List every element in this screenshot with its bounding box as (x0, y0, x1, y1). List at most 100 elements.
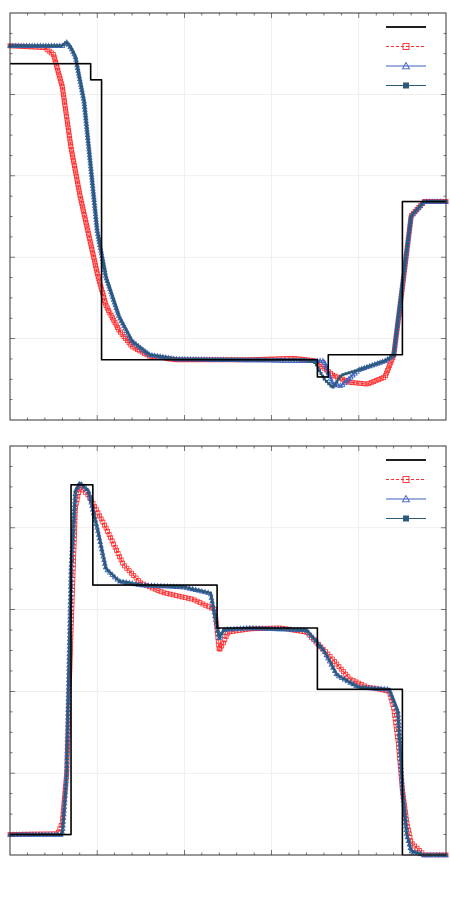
series-series-filled-square (8, 41, 448, 389)
data-point (347, 379, 353, 385)
data-point (84, 118, 88, 122)
data-point (92, 192, 96, 196)
data-point (123, 325, 127, 329)
data-point (329, 384, 333, 388)
data-point (399, 754, 403, 758)
data-point (65, 748, 69, 752)
data-point (85, 124, 89, 128)
data-point (72, 168, 78, 174)
data-point (78, 195, 84, 201)
data-point (70, 155, 76, 160)
data-point (102, 297, 107, 303)
data-point (101, 257, 105, 261)
data-point (73, 494, 77, 498)
data-point (102, 263, 106, 267)
data-point (89, 166, 93, 170)
data-point (405, 243, 409, 247)
data-point (98, 241, 102, 245)
data-point (72, 165, 78, 171)
data-point (73, 503, 77, 507)
data-point (121, 580, 125, 584)
data-point (90, 503, 94, 507)
data-point (233, 627, 237, 631)
data-point (63, 791, 67, 795)
data-point (407, 234, 411, 238)
data-point (82, 214, 88, 220)
data-point (361, 381, 366, 387)
data-point (79, 82, 83, 86)
data-point (97, 536, 101, 540)
data-point (77, 193, 83, 198)
series-line-series-square (9, 486, 446, 856)
data-point (409, 214, 413, 218)
data-point (209, 595, 213, 599)
data-point (87, 238, 93, 244)
data-point (66, 722, 70, 726)
data-point (101, 260, 105, 264)
data-point (341, 373, 345, 377)
data-point (114, 304, 118, 308)
data-point (88, 160, 92, 164)
data-point (85, 131, 89, 135)
data-point (75, 63, 79, 67)
data-point (66, 731, 70, 735)
data-point (111, 317, 117, 323)
data-point (65, 735, 69, 739)
data-point (27, 44, 31, 48)
data-point (61, 94, 67, 100)
data-point (130, 339, 134, 343)
data-point (225, 627, 229, 631)
data-point (57, 76, 63, 81)
plot-frame (9, 12, 447, 421)
data-point (377, 361, 381, 365)
data-point (85, 487, 89, 491)
data-point (59, 81, 64, 87)
data-point (359, 367, 363, 371)
data-point (94, 520, 98, 524)
data-point (172, 585, 176, 589)
data-point (194, 588, 198, 592)
legend-marker (402, 43, 410, 50)
data-point (135, 343, 139, 347)
data-point (92, 512, 96, 516)
data-point (66, 42, 70, 46)
data-point (194, 598, 200, 604)
data-point (110, 315, 115, 321)
data-point (64, 787, 68, 791)
data-point (68, 619, 72, 623)
data-point (68, 623, 72, 627)
data-point (62, 812, 66, 816)
data-point (85, 127, 89, 131)
data-point (97, 238, 101, 242)
data-point (371, 379, 377, 384)
data-point (331, 385, 335, 389)
data-point (89, 499, 93, 503)
data-point (81, 211, 87, 217)
data-point (88, 157, 92, 161)
data-point (70, 157, 76, 163)
data-point (288, 627, 292, 631)
plot-frame (9, 445, 447, 856)
data-point (327, 382, 331, 386)
series-line-series-square (9, 45, 446, 385)
data-point (90, 179, 94, 183)
data-point (394, 331, 398, 335)
data-point (205, 590, 209, 594)
data-point (90, 252, 96, 258)
data-point (83, 111, 87, 115)
data-point (66, 701, 70, 705)
data-point (81, 95, 85, 99)
data-point (73, 53, 77, 57)
data-point (371, 363, 375, 367)
data-point (396, 715, 400, 719)
data-point (60, 89, 66, 95)
series-series-triangle (7, 480, 449, 858)
data-point (103, 303, 109, 309)
data-point (68, 141, 73, 147)
data-point (95, 273, 101, 279)
data-point (345, 679, 349, 683)
data-point (117, 554, 123, 560)
data-point (65, 774, 69, 778)
data-point (295, 628, 299, 632)
legend (386, 26, 426, 89)
